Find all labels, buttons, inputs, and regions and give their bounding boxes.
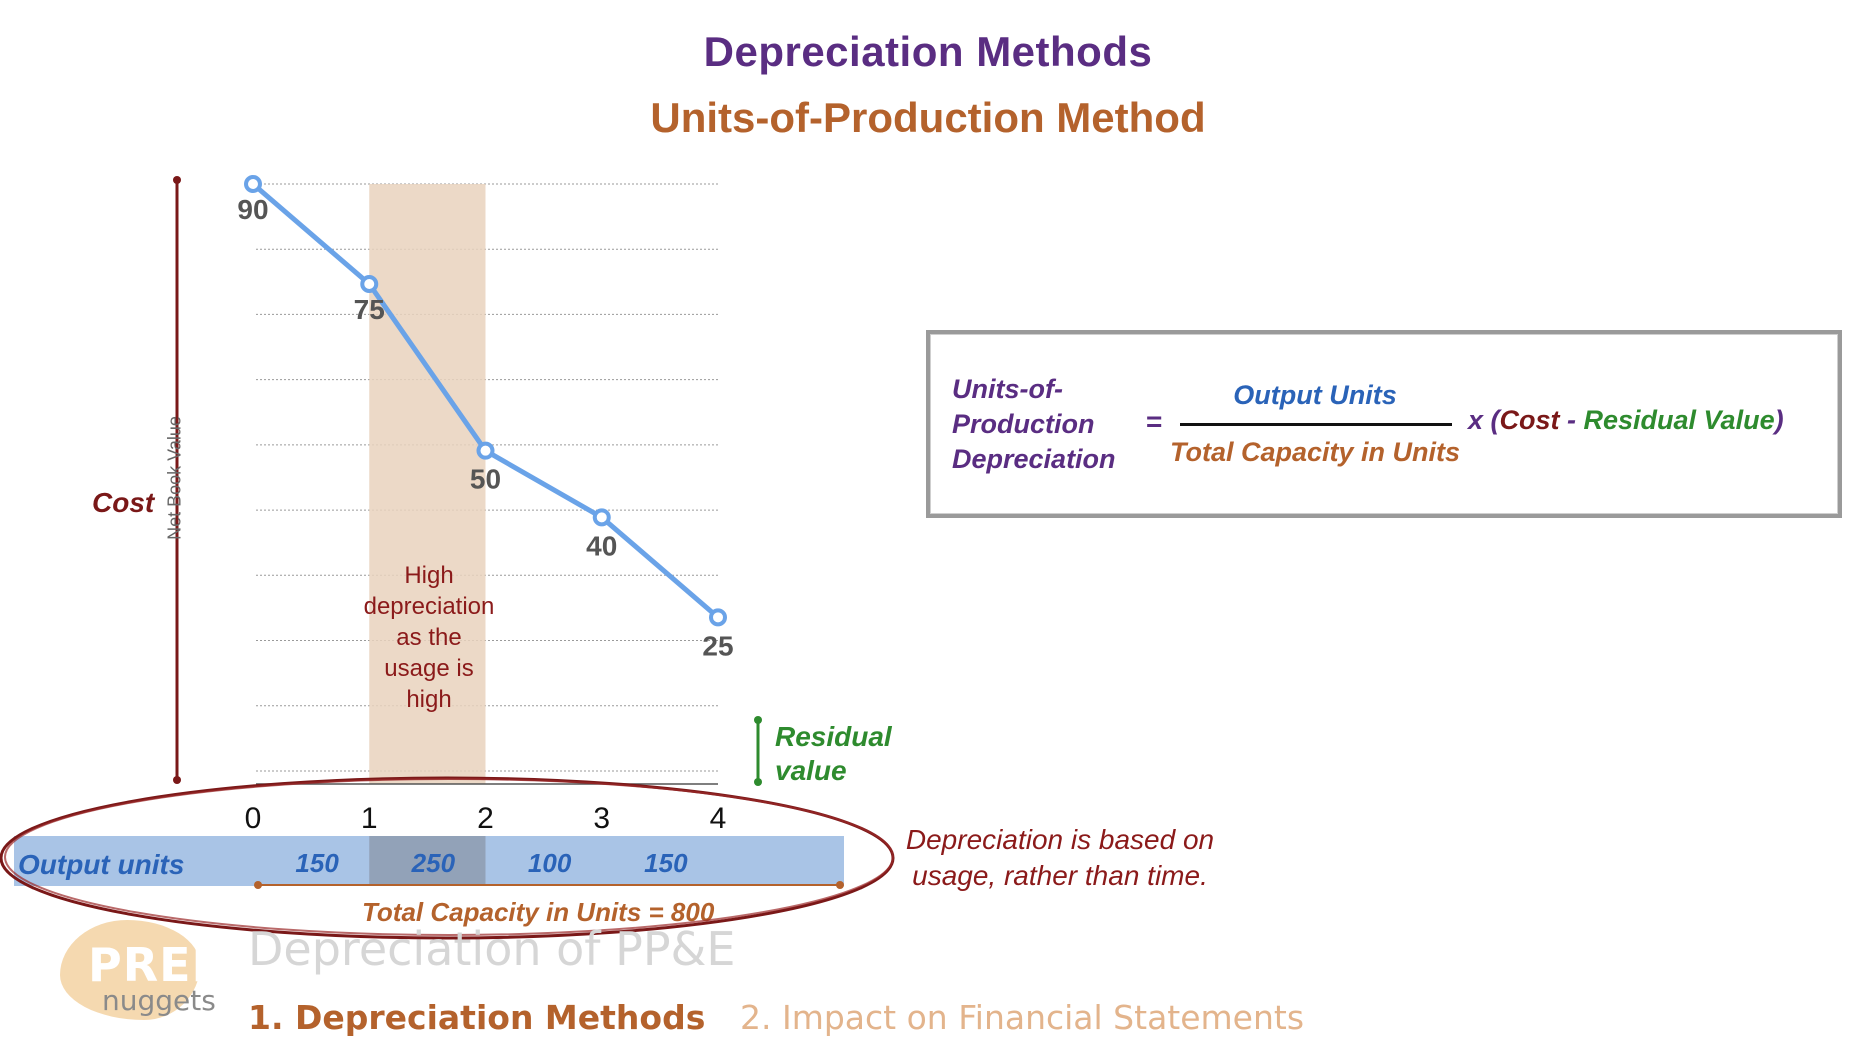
chart-gridlines <box>256 183 718 772</box>
residual-bracket-bottom <box>754 778 762 786</box>
logo-blob <box>60 920 200 1020</box>
output-unit-value: 250 <box>411 848 456 878</box>
usage-note-line-1: Depreciation is based on <box>905 824 1215 855</box>
annotation-line-2: depreciation <box>363 593 495 620</box>
x-tick-label: 4 <box>710 802 727 835</box>
nav-depreciation-methods[interactable]: 1. Depreciation Methods <box>248 998 706 1037</box>
data-point <box>709 608 727 627</box>
formula-cost: Cost <box>1499 405 1560 435</box>
emphasis-ellipse-stroke2 <box>4 778 894 936</box>
x-tick-label: 0 <box>245 802 262 835</box>
y-axis-label: Net Book Value <box>164 416 185 540</box>
cost-bracket-top <box>173 176 181 184</box>
formula-x-open: x ( <box>1468 405 1500 435</box>
usage-note: Depreciation is based on usage, rather t… <box>890 822 1230 894</box>
section-title: Depreciation of PP&E <box>248 922 736 976</box>
formula-fraction-bar <box>1180 423 1452 426</box>
output-units-highlight <box>369 836 486 886</box>
data-label: 40 <box>586 530 617 561</box>
formula-equals: = <box>1146 406 1163 437</box>
formula-multiplier: x (Cost - Residual Value) <box>1468 405 1784 436</box>
formula-denominator: Total Capacity in Units <box>1169 437 1461 467</box>
residual-line-2: value <box>775 755 847 786</box>
cost-label: Cost <box>92 487 155 518</box>
page-subtitle: Units-of-Production Method <box>650 94 1206 141</box>
residual-line-1: Residual <box>775 721 892 752</box>
formula-left-line-1: Units-of- <box>952 374 1063 404</box>
data-label: 50 <box>470 464 501 495</box>
logo-nuggets-text: nuggets <box>102 984 216 1017</box>
x-tick-label: 2 <box>477 802 494 835</box>
residual-bracket-top <box>754 716 762 724</box>
cost-bracket-bottom <box>173 776 181 784</box>
annotation-line-3: as the <box>396 624 462 651</box>
data-label: 25 <box>702 630 733 661</box>
residual-value-label: Residual value <box>775 720 892 788</box>
x-tick-label: 1 <box>361 802 378 835</box>
output-unit-value: 150 <box>644 848 688 878</box>
capacity-line-end <box>836 881 844 889</box>
formula-left-side: Units-of- Production Depreciation <box>952 372 1116 477</box>
data-point <box>476 441 495 460</box>
output-unit-value: 150 <box>295 848 339 878</box>
data-point <box>592 508 611 527</box>
annotation-line-4: usage is <box>384 655 474 682</box>
x-tick-label: 3 <box>593 802 610 835</box>
high-usage-highlight <box>369 184 486 784</box>
high-depreciation-annotation: High depreciation as the usage is high <box>362 560 496 715</box>
total-capacity-label: Total Capacity in Units = 800 <box>362 897 715 927</box>
capacity-line-start <box>254 881 262 889</box>
data-point <box>360 275 379 293</box>
formula-close: ) <box>1774 405 1784 435</box>
annotation-line-5: high <box>406 686 452 713</box>
annotation-line-1: High <box>404 562 454 589</box>
formula-left-line-3: Depreciation <box>952 444 1116 474</box>
nav-impact-financial-statements[interactable]: 2. Impact on Financial Statements <box>740 998 1305 1037</box>
usage-note-line-2: usage, rather than time. <box>912 860 1208 891</box>
formula-left-line-2: Production <box>952 409 1095 439</box>
formula-residual: Residual Value <box>1583 405 1775 435</box>
page-title: Depreciation Methods <box>703 28 1153 75</box>
logo-prep-text: PREP <box>88 938 227 992</box>
formula-minus: - <box>1559 405 1584 435</box>
output-units-label: Output units <box>18 849 184 880</box>
data-label: 90 <box>237 194 268 225</box>
output-unit-value: 100 <box>528 848 572 878</box>
data-label: 75 <box>354 294 385 325</box>
data-point <box>244 175 262 193</box>
formula-numerator: Output Units <box>1233 380 1397 410</box>
